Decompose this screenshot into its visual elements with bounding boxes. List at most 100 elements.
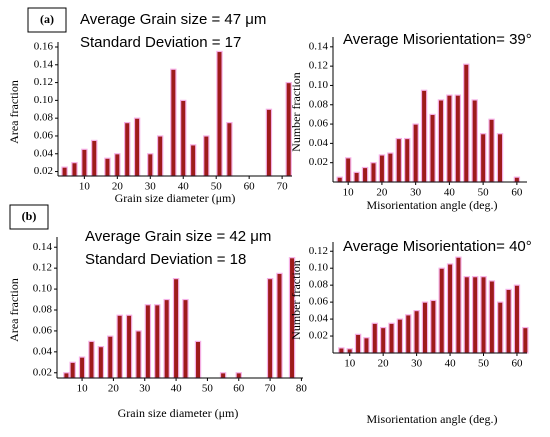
bar xyxy=(194,340,202,379)
y-tick-label: 0.02 xyxy=(33,366,52,378)
bar xyxy=(104,157,111,177)
bar xyxy=(429,113,436,183)
x-tick-label: 70 xyxy=(265,383,277,395)
x-tick-label: 20 xyxy=(376,187,388,199)
y-axis-label: Number fraction xyxy=(289,260,303,340)
bar xyxy=(412,123,419,183)
bar xyxy=(522,326,529,354)
bar xyxy=(170,68,177,177)
bar xyxy=(78,356,86,379)
bar xyxy=(156,135,164,177)
x-tick-label: 30 xyxy=(139,383,151,395)
y-tick-label: 0.10 xyxy=(309,262,329,274)
bar xyxy=(266,278,274,379)
x-tick-label: 20 xyxy=(112,181,124,193)
bar xyxy=(265,108,273,177)
x-tick-label: 10 xyxy=(79,181,91,193)
y-tick-label: 0.04 xyxy=(309,137,329,149)
bar xyxy=(97,346,105,379)
bar xyxy=(513,176,521,183)
bar xyxy=(370,162,377,183)
bar xyxy=(180,99,187,177)
bar xyxy=(182,298,189,379)
bar xyxy=(513,284,521,354)
x-tick-label: 20 xyxy=(108,383,120,395)
y-tick-label: 0.14 xyxy=(309,40,329,52)
x-tick-label: 50 xyxy=(478,358,490,370)
x-tick-label: 20 xyxy=(378,358,390,370)
y-tick-label: 0.08 xyxy=(309,98,329,110)
bar xyxy=(488,118,495,183)
bar xyxy=(488,280,496,354)
y-tick-label: 0.02 xyxy=(34,165,53,177)
bar xyxy=(203,135,210,177)
y-tick-label: 0.06 xyxy=(309,118,329,130)
bar xyxy=(338,347,345,354)
x-axis-label: Misorientation angle (deg.) xyxy=(367,412,498,426)
annotation: Average Misorientation= 39° xyxy=(343,31,532,48)
bar xyxy=(395,137,402,183)
bar xyxy=(454,94,462,183)
x-tick-label: 60 xyxy=(233,383,245,395)
bar xyxy=(378,154,386,183)
bar xyxy=(496,133,504,183)
bar xyxy=(353,171,360,183)
y-tick-label: 0.08 xyxy=(33,304,53,316)
panel-label-box xyxy=(27,7,67,33)
bar xyxy=(219,372,227,379)
y-tick-label: 0.06 xyxy=(34,129,54,141)
x-tick-label: 10 xyxy=(77,383,89,395)
bar xyxy=(479,133,487,183)
x-tick-label: 10 xyxy=(344,358,356,370)
bar xyxy=(505,288,512,354)
x-tick-label: 80 xyxy=(296,383,308,395)
bar xyxy=(63,372,70,379)
bar xyxy=(361,166,369,183)
bar xyxy=(107,335,114,379)
x-tick-label: 30 xyxy=(411,358,423,370)
bar xyxy=(235,372,242,379)
y-tick-label: 0.12 xyxy=(309,60,328,72)
bar xyxy=(69,361,76,379)
bar xyxy=(135,330,142,379)
annotation: Standard Deviation = 17 xyxy=(80,34,241,51)
bar xyxy=(471,276,479,354)
bar xyxy=(216,50,223,177)
bar xyxy=(463,63,470,183)
y-tick-label: 0.12 xyxy=(309,245,328,257)
bar xyxy=(420,89,428,183)
bar xyxy=(446,94,453,183)
bar xyxy=(413,310,420,354)
panel-label-box xyxy=(9,204,49,230)
bar xyxy=(88,340,95,379)
x-tick-label: 60 xyxy=(244,181,256,193)
bar xyxy=(147,153,154,177)
y-tick-label: 0.04 xyxy=(309,313,329,325)
bar xyxy=(116,314,123,379)
y-tick-label: 0.04 xyxy=(33,345,53,357)
bar xyxy=(71,162,78,177)
y-tick-label: 0.10 xyxy=(33,283,53,295)
bar xyxy=(480,276,487,354)
bar xyxy=(172,278,180,379)
bar xyxy=(437,99,445,183)
x-tick-label: 40 xyxy=(444,187,456,199)
x-tick-label: 50 xyxy=(211,181,223,193)
bar xyxy=(124,122,131,177)
x-axis-label: Grain size diameter (μm) xyxy=(115,191,236,205)
y-axis-label: Area fraction xyxy=(7,80,21,144)
bar xyxy=(471,99,478,183)
x-tick-label: 50 xyxy=(478,187,490,199)
bar xyxy=(346,348,353,354)
annotation: Average Grain size = 42 μm xyxy=(85,228,271,245)
y-tick-label: 0.08 xyxy=(34,112,54,124)
annotation: Average Grain size = 47 μm xyxy=(80,11,266,28)
x-tick-label: 60 xyxy=(511,187,523,199)
y-tick-label: 0.10 xyxy=(34,94,54,106)
y-tick-label: 0.14 xyxy=(33,241,53,253)
bar xyxy=(154,304,161,379)
x-tick-label: 40 xyxy=(445,358,457,370)
bar xyxy=(387,152,394,183)
panel-label: (b) xyxy=(22,209,37,223)
x-axis-label: Misorientation angle (deg.) xyxy=(367,198,498,212)
